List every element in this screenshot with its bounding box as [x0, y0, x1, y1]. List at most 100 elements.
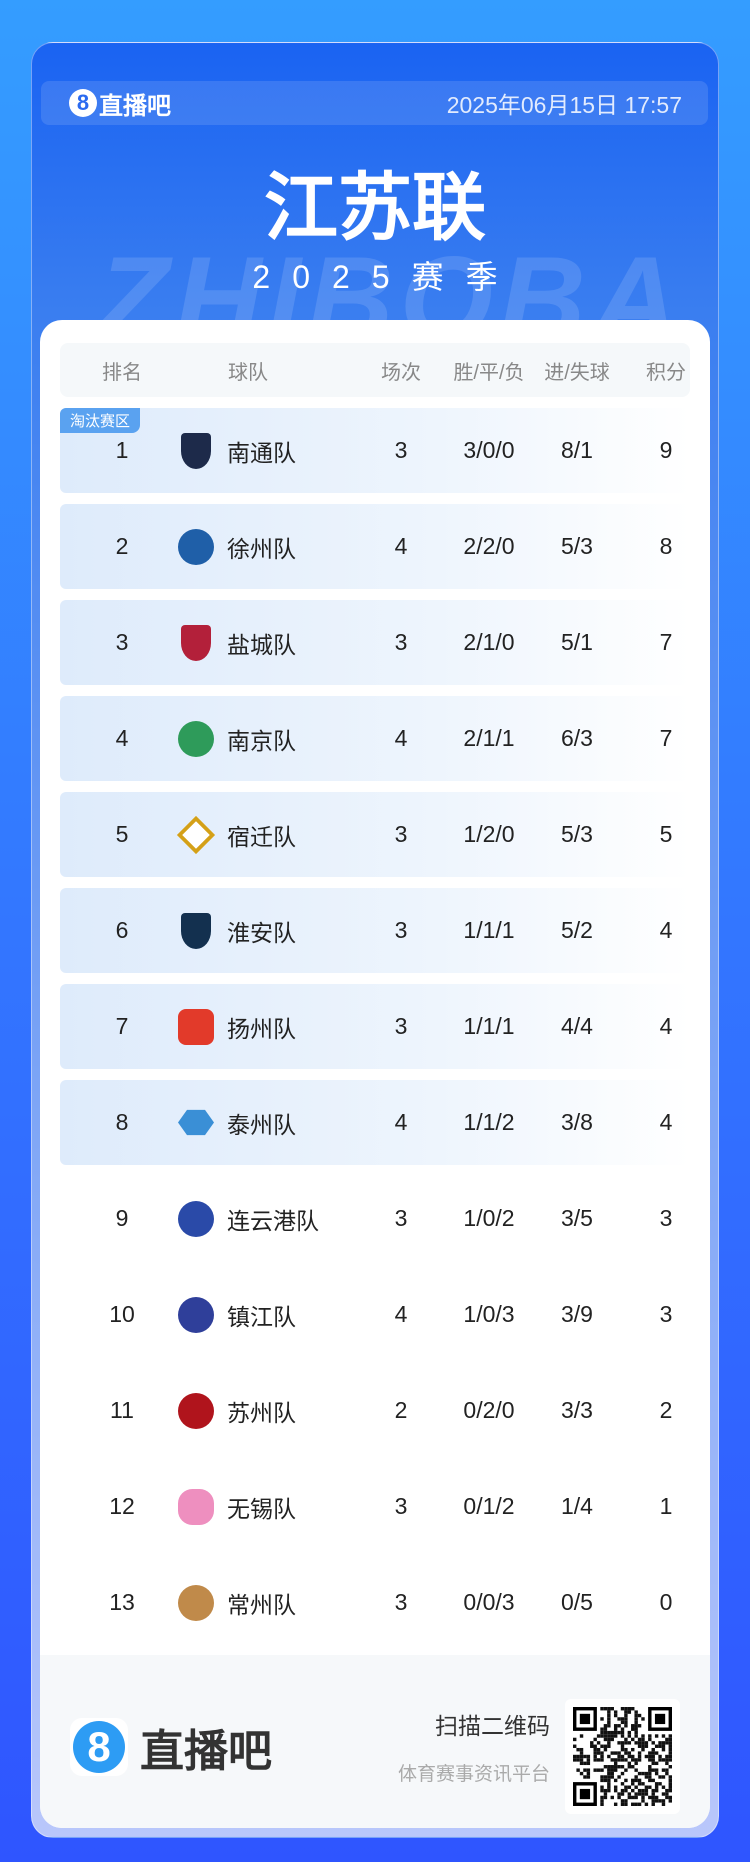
points: 4: [659, 917, 673, 943]
points: 4: [659, 1013, 673, 1039]
table-row[interactable]: 3 盐城队 3 2/1/0 5/1 7: [60, 600, 690, 685]
rank: 6: [115, 917, 129, 943]
team-name: 南京队: [227, 727, 296, 754]
season-subtitle: 2025赛季: [252, 259, 520, 295]
goals: 0/5: [561, 1589, 593, 1615]
points: 3: [659, 1205, 673, 1231]
footer-logo: 8 直播吧: [70, 1715, 272, 1779]
goals: 5/2: [561, 917, 593, 943]
points: 8: [659, 533, 673, 559]
played: 4: [394, 725, 408, 751]
col-rank: 排名: [102, 361, 142, 384]
team-name: 泰州队: [227, 1111, 296, 1138]
team-logo-icon: [178, 1296, 214, 1333]
goals: 3/8: [561, 1109, 593, 1135]
team-cell: 宿迁队: [176, 792, 378, 877]
goals: 5/3: [561, 821, 593, 847]
goals: 3/5: [561, 1205, 593, 1231]
table-row[interactable]: 11 苏州队 2 0/2/0 3/3 2: [60, 1368, 690, 1453]
win-draw-loss: 1/0/2: [463, 1205, 515, 1231]
goals: 4/4: [561, 1013, 593, 1039]
team-cell: 常州队: [178, 1560, 378, 1645]
rank: 9: [115, 1205, 129, 1231]
rank: 5: [115, 821, 129, 847]
team-name: 盐城队: [227, 631, 296, 658]
col-wdl: 胜/平/负: [453, 361, 525, 384]
win-draw-loss: 2/2/0: [463, 533, 515, 559]
table-row[interactable]: 5 宿迁队 3 1/2/0 5/3 5: [60, 792, 690, 877]
points: 4: [659, 1109, 673, 1135]
team-logo-icon: [176, 815, 216, 854]
rank: 4: [115, 725, 129, 751]
team-logo-icon: [181, 624, 211, 661]
points: 0: [659, 1589, 673, 1615]
team-name: 扬州队: [227, 1015, 296, 1042]
played: 3: [394, 437, 408, 463]
goals: 5/3: [561, 533, 593, 559]
played: 4: [394, 1301, 408, 1327]
table-row[interactable]: 2 徐州队 4 2/2/0 5/3 8: [60, 504, 690, 589]
team-cell: 镇江队: [178, 1272, 378, 1357]
table-row[interactable]: 13 常州队 3 0/0/3 0/5 0: [60, 1560, 690, 1645]
rank: 2: [115, 533, 129, 559]
win-draw-loss: 1/1/1: [463, 1013, 515, 1039]
team-name: 徐州队: [227, 535, 296, 562]
goals: 6/3: [561, 725, 593, 751]
table-row[interactable]: 8 泰州队 4 1/1/2 3/8 4: [60, 1080, 690, 1165]
table-row[interactable]: 9 连云港队 3 1/0/2 3/5 3: [60, 1176, 690, 1261]
table-row[interactable]: 12 无锡队 3 0/1/2 1/4 1: [60, 1464, 690, 1549]
eight-glyph: 8: [73, 1721, 125, 1773]
team-name: 淮安队: [227, 919, 296, 946]
team-logo-icon: [178, 1584, 214, 1621]
table-row[interactable]: 6 淮安队 3 1/1/1 5/2 4: [60, 888, 690, 973]
goals: 3/3: [561, 1397, 593, 1423]
table-row[interactable]: 淘汰赛区 1 南通队 3 3/0/0 8/1 9: [60, 408, 690, 493]
team-cell: 南京队: [178, 696, 378, 781]
team-cell: 扬州队: [178, 984, 378, 1069]
played: 3: [394, 1013, 408, 1039]
team-cell: 苏州队: [178, 1368, 378, 1453]
team-logo-icon: [178, 1392, 214, 1429]
played: 4: [394, 533, 408, 559]
qr-code-icon: [573, 1707, 672, 1806]
table-header: 排名 球队 场次 胜/平/负 进/失球 积分: [60, 343, 690, 397]
team-name: 镇江队: [227, 1303, 296, 1330]
tagline: 体育赛事资讯平台: [397, 1764, 550, 1785]
team-name: 苏州队: [227, 1399, 296, 1426]
played: 2: [394, 1397, 408, 1423]
win-draw-loss: 1/1/1: [463, 917, 515, 943]
points: 1: [659, 1493, 673, 1519]
team-logo-icon: [178, 1008, 214, 1045]
rank: 7: [115, 1013, 129, 1039]
table-row[interactable]: 4 南京队 4 2/1/1 6/3 7: [60, 696, 690, 781]
team-logo-icon: [178, 720, 214, 757]
rank: 1: [115, 437, 129, 463]
played: 3: [394, 821, 408, 847]
goals: 1/4: [561, 1493, 593, 1519]
team-logo-icon: [181, 912, 211, 949]
standings-card: 排名 球队 场次 胜/平/负 进/失球 积分 淘汰赛区 1 南通队 3 3/0/0 8/1…: [40, 320, 710, 1828]
points: 9: [659, 437, 673, 463]
col-points: 积分: [646, 361, 686, 384]
played: 3: [394, 1493, 408, 1519]
zone-badge: 淘汰赛区: [60, 408, 141, 433]
team-name: 连云港队: [227, 1207, 319, 1234]
rank: 11: [110, 1397, 134, 1423]
win-draw-loss: 1/2/0: [463, 821, 515, 847]
rank: 8: [115, 1109, 129, 1135]
team-cell: 盐城队: [178, 600, 378, 685]
table-row[interactable]: 10 镇江队 4 1/0/3 3/9 3: [60, 1272, 690, 1357]
table-row[interactable]: 7 扬州队 3 1/1/1 4/4 4: [60, 984, 690, 1069]
watermark: ZHIBOBA: [95, 232, 685, 320]
points: 7: [659, 629, 673, 655]
footer-brand: 直播吧: [140, 1727, 272, 1776]
qr-code[interactable]: [565, 1699, 680, 1814]
win-draw-loss: 1/0/3: [463, 1301, 515, 1327]
top-bar: 8 直播吧 2025年06月15日 17:57: [41, 81, 708, 125]
team-cell: 南通队: [178, 408, 378, 493]
team-name: 南通队: [227, 439, 296, 466]
points: 5: [659, 821, 673, 847]
team-logo-icon: [178, 528, 214, 565]
team-name: 宿迁队: [227, 823, 296, 850]
goals: 5/1: [561, 629, 593, 655]
